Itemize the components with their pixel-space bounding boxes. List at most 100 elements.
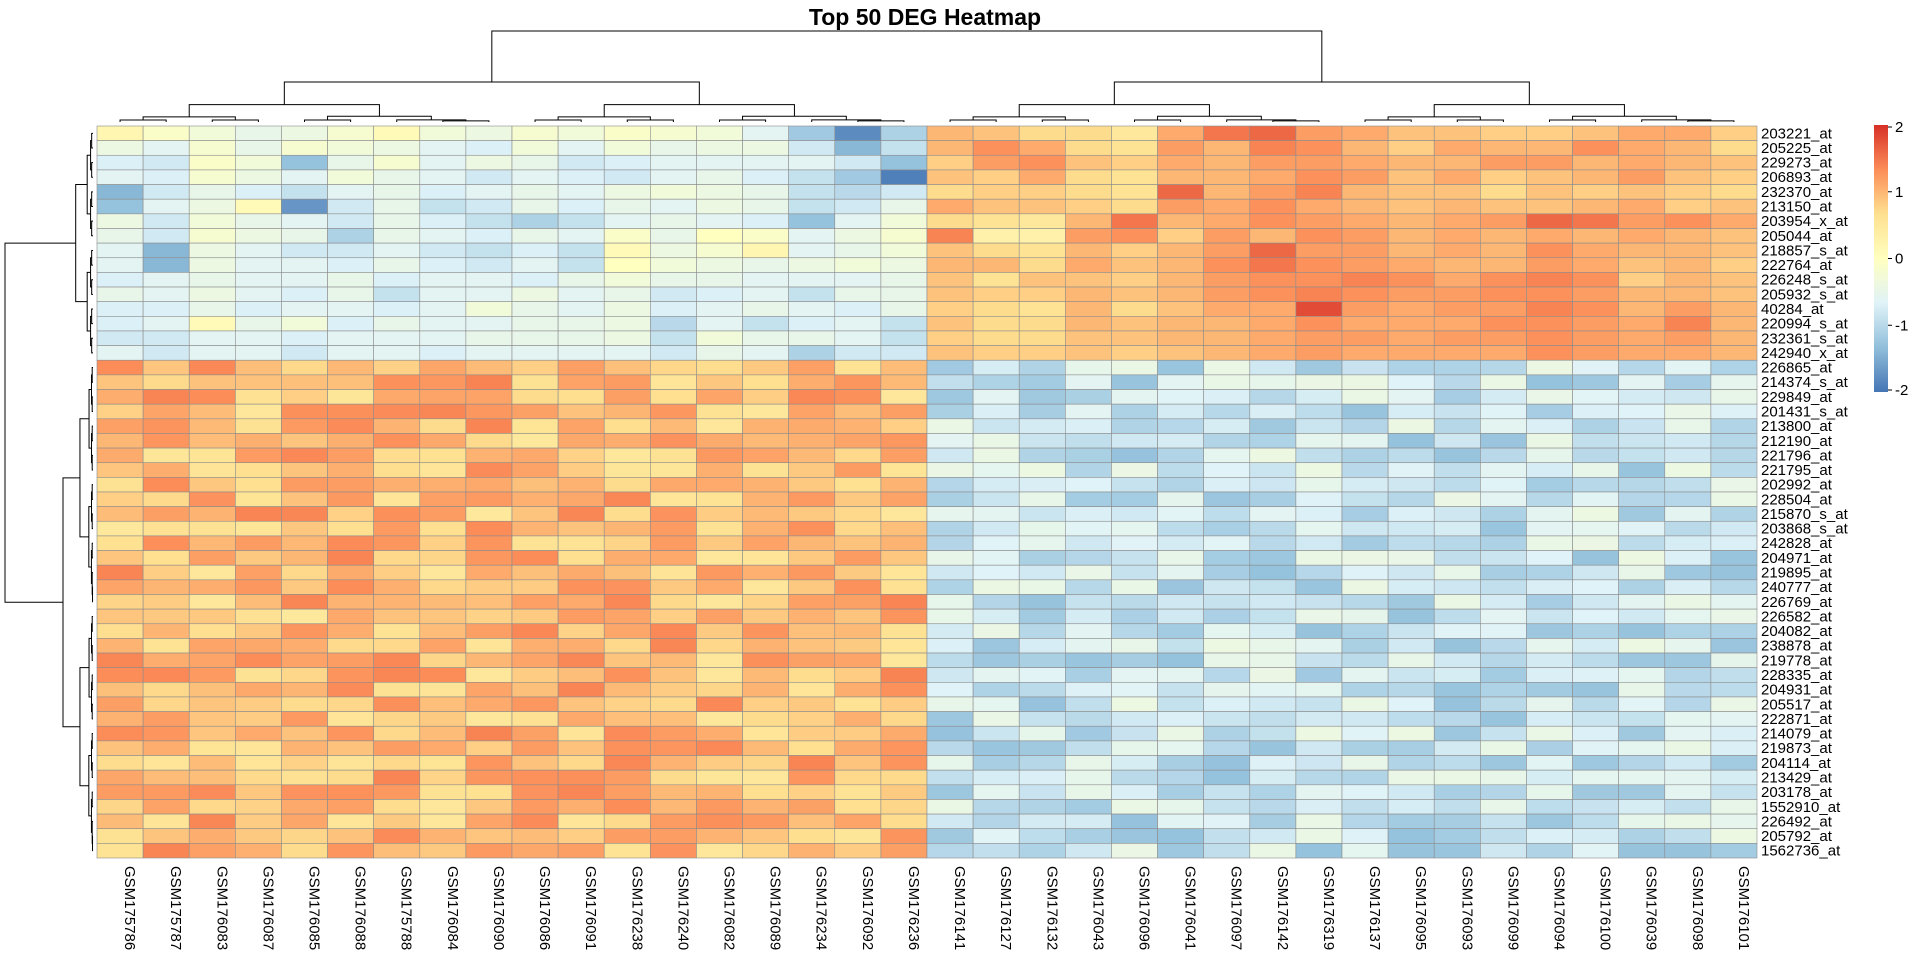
dendrogram-branch: [91, 513, 93, 530]
heatmap-cell: [1203, 696, 1251, 712]
heatmap-cell: [465, 447, 513, 464]
heatmap-cell: [1111, 784, 1158, 800]
heatmap-cell: [696, 755, 743, 771]
heatmap-cell: [1203, 682, 1251, 698]
heatmap-cell: [1295, 462, 1343, 478]
heatmap-cell: [788, 667, 836, 683]
heatmap-cell: [1433, 667, 1481, 683]
heatmap-cell: [465, 198, 513, 215]
heatmap-cell: [1065, 345, 1112, 361]
heatmap-cell: [1249, 433, 1297, 449]
heatmap-cell: [1572, 301, 1619, 317]
heatmap-cell: [1526, 286, 1573, 302]
heatmap-cell: [1203, 799, 1251, 815]
heatmap-cell: [1157, 403, 1204, 420]
heatmap-cell: [327, 769, 374, 786]
heatmap-cell: [603, 433, 651, 449]
heatmap-cell: [1433, 520, 1481, 537]
heatmap-cell: [1572, 843, 1619, 859]
heatmap-cell: [650, 447, 697, 464]
heatmap-cell: [1065, 316, 1112, 332]
heatmap-cell: [1480, 184, 1527, 200]
heatmap-cell: [1065, 564, 1112, 581]
heatmap-cell: [1111, 272, 1158, 288]
heatmap-cell: [1295, 711, 1343, 727]
heatmap-cell: [603, 198, 651, 215]
heatmap-cell: [972, 725, 1020, 742]
dendrogram-branch: [1456, 119, 1504, 122]
heatmap-cell: [235, 608, 282, 625]
heatmap-cell: [373, 535, 421, 551]
heatmap-cell: [142, 257, 190, 273]
heatmap-cell: [557, 447, 605, 464]
heatmap-cell: [96, 477, 144, 493]
heatmap-cell: [465, 725, 513, 742]
heatmap-cell: [281, 125, 328, 141]
heatmap-cell: [603, 799, 651, 815]
heatmap-cell: [1341, 608, 1389, 625]
heatmap-cell: [1249, 477, 1297, 493]
heatmap-cell: [1664, 564, 1712, 581]
heatmap-cell: [603, 169, 651, 185]
column-label: GSM175786: [121, 866, 138, 950]
heatmap-cell: [1710, 257, 1758, 273]
heatmap-cell: [419, 506, 467, 522]
heatmap-cell: [1710, 799, 1758, 815]
heatmap-cell: [511, 389, 559, 405]
heatmap-cell: [1295, 345, 1343, 361]
heatmap-cell: [972, 213, 1020, 229]
heatmap-cell: [1157, 711, 1204, 727]
heatmap-cell: [696, 594, 743, 610]
heatmap-cell: [96, 506, 144, 522]
heatmap-cell: [742, 301, 789, 317]
heatmap-cell: [1111, 345, 1158, 361]
heatmap-cell: [1018, 447, 1066, 464]
heatmap-cell: [972, 330, 1020, 346]
heatmap-cell: [788, 682, 836, 698]
heatmap-cell: [557, 535, 605, 551]
heatmap-cell: [742, 608, 789, 625]
heatmap-cell: [235, 769, 282, 786]
row-label: 205517_at: [1761, 696, 1833, 713]
heatmap-cell: [1249, 418, 1297, 434]
heatmap-cell: [419, 711, 467, 727]
dendrogram-branch: [1433, 104, 1625, 117]
heatmap-cell: [1387, 550, 1435, 566]
heatmap-cell: [834, 564, 882, 581]
heatmap-cell: [742, 286, 789, 302]
heatmap-cell: [419, 213, 467, 229]
heatmap-cell: [788, 491, 836, 507]
row-label: 213429_at: [1761, 770, 1833, 787]
heatmap-cell: [1295, 477, 1343, 493]
heatmap-cell: [1203, 228, 1251, 244]
heatmap-cell: [1710, 652, 1758, 668]
heatmap-cell: [1249, 711, 1297, 727]
heatmap-cell: [511, 169, 559, 185]
heatmap-cell: [465, 213, 513, 229]
heatmap-cell: [327, 608, 374, 625]
heatmap-cell: [926, 535, 974, 551]
heatmap-cell: [880, 228, 928, 244]
heatmap-cell: [926, 418, 974, 434]
heatmap-cell: [696, 520, 743, 537]
heatmap-cell: [788, 828, 836, 844]
heatmap-cell: [972, 184, 1020, 200]
heatmap-cell: [557, 725, 605, 742]
heatmap-cell: [1433, 799, 1481, 815]
heatmap-cell: [603, 154, 651, 171]
heatmap-cell: [188, 755, 236, 771]
heatmap-cell: [142, 828, 190, 844]
row-label: 219778_at: [1761, 652, 1833, 669]
heatmap-cell: [96, 418, 144, 434]
heatmap-cell: [788, 389, 836, 405]
heatmap-cell: [327, 433, 374, 449]
column-label: GSM176097: [1228, 866, 1245, 950]
heatmap-cell: [1065, 682, 1112, 698]
heatmap-cell: [972, 711, 1020, 727]
heatmap-cell: [1295, 140, 1343, 156]
heatmap-cell: [465, 755, 513, 771]
heatmap-cell: [373, 682, 421, 698]
heatmap-cell: [1480, 345, 1527, 361]
dendrogram-branch: [1226, 119, 1297, 122]
heatmap-cell: [557, 550, 605, 566]
